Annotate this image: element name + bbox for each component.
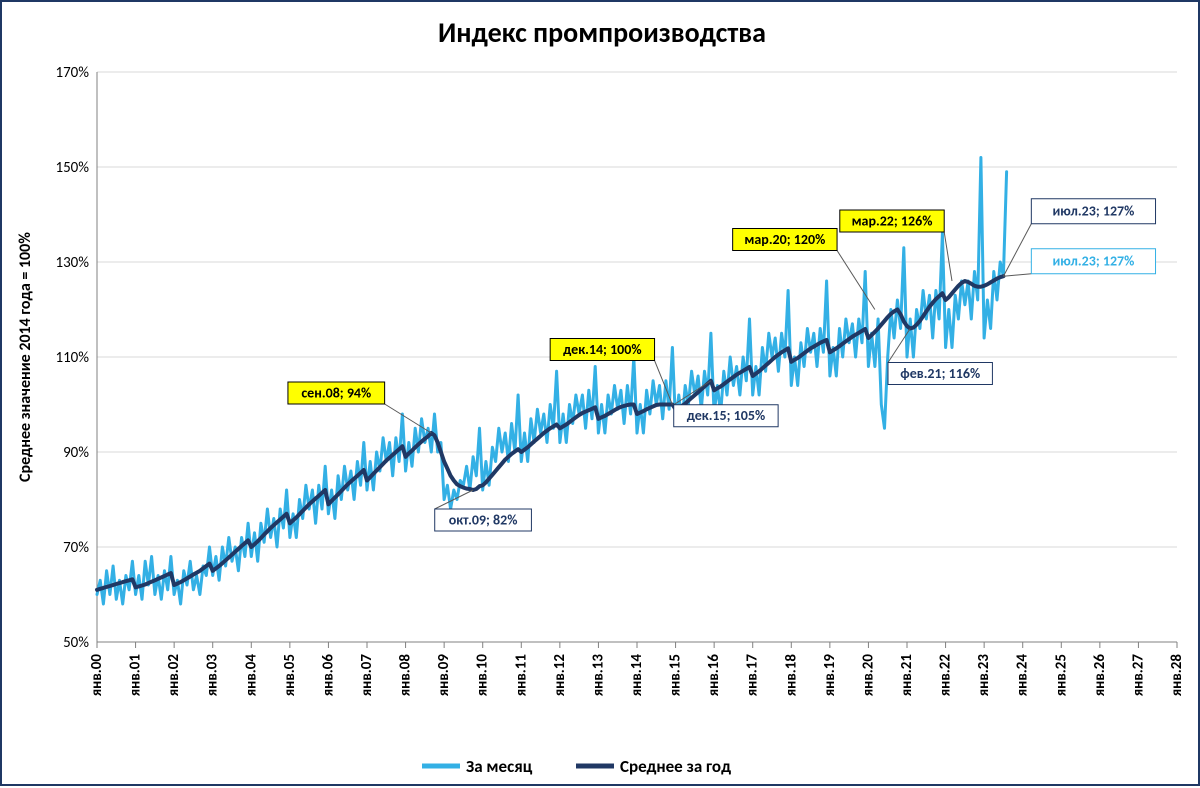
x-tick-label: янв.23: [975, 654, 993, 697]
y-tick-label: 130%: [55, 254, 89, 272]
legend-label: За месяц: [466, 756, 533, 777]
y-tick-label: 110%: [55, 349, 89, 367]
y-tick-label: 50%: [63, 634, 89, 652]
x-tick-label: янв.27: [1129, 654, 1147, 697]
x-tick-label: янв.26: [1091, 654, 1109, 697]
callout-leader: [1003, 224, 1031, 277]
x-tick-label: янв.17: [744, 654, 762, 697]
callout-leader: [837, 251, 875, 310]
x-tick-label: янв.11: [512, 654, 530, 697]
x-tick-label: янв.07: [358, 654, 376, 697]
callout-label: июл.23; 127%: [1052, 253, 1134, 270]
x-axis: янв.00 янв.01 янв.02 янв.03 янв.04 янв.05 янв.…: [88, 642, 1186, 696]
x-tick-label: янв.01: [127, 654, 145, 697]
x-tick-label: янв.28: [1168, 654, 1186, 697]
x-tick-label: янв.05: [281, 654, 299, 696]
x-tick-label: янв.04: [242, 654, 260, 697]
x-tick-label: янв.10: [474, 654, 492, 697]
x-tick-label: янв.00: [88, 654, 106, 697]
x-tick-label: янв.18: [782, 654, 800, 697]
x-tick-label: янв.02: [165, 654, 183, 697]
callout-label: мар.20; 120%: [744, 231, 825, 248]
callout-label: дек.14; 100%: [563, 341, 641, 358]
callout-label: фев.21; 116%: [900, 365, 980, 382]
callout-leader: [1003, 274, 1031, 277]
callout-label: дек.15; 105%: [687, 407, 765, 424]
x-tick-label: янв.06: [319, 654, 337, 697]
legend: За месяц Среднее за год: [422, 756, 731, 777]
callout-label: окт.09; 82%: [449, 511, 518, 528]
y-tick-label: 150%: [55, 159, 89, 177]
x-tick-label: янв.20: [859, 654, 877, 697]
x-tick-label: янв.19: [821, 654, 839, 697]
x-tick-label: янв.09: [435, 654, 453, 697]
y-tick-label: 90%: [63, 444, 89, 462]
legend-label: Среднее за год: [620, 756, 731, 777]
y-tick-label: 70%: [63, 539, 89, 557]
x-tick-label: янв.16: [705, 654, 723, 697]
callout-label: сен.08; 94%: [301, 384, 371, 401]
x-tick-label: янв.13: [589, 654, 607, 697]
callout-leader: [385, 404, 432, 433]
x-tick-label: янв.15: [667, 654, 685, 696]
x-tick-label: янв.21: [898, 654, 916, 697]
x-tick-label: янв.22: [937, 654, 955, 697]
x-tick-label: янв.25: [1052, 654, 1070, 696]
x-tick-label: янв.24: [1014, 654, 1032, 697]
callout-leader: [944, 232, 952, 281]
chart-svg: Индекс промпроизводства Среднее значение …: [2, 2, 1200, 788]
y-tick-label: 170%: [55, 64, 89, 82]
callout-label: июл.23; 127%: [1052, 203, 1134, 220]
y-axis-title: Среднее значение 2014 года = 100%: [16, 232, 35, 482]
x-tick-label: янв.03: [204, 654, 222, 697]
x-tick-label: янв.12: [551, 654, 569, 697]
chart-container: Индекс промпроизводства Среднее значение …: [0, 0, 1200, 786]
x-tick-label: янв.08: [397, 654, 415, 697]
x-tick-label: янв.14: [628, 654, 646, 697]
callout-label: мар.22; 126%: [852, 212, 933, 229]
chart-title: Индекс промпроизводства: [438, 15, 766, 50]
